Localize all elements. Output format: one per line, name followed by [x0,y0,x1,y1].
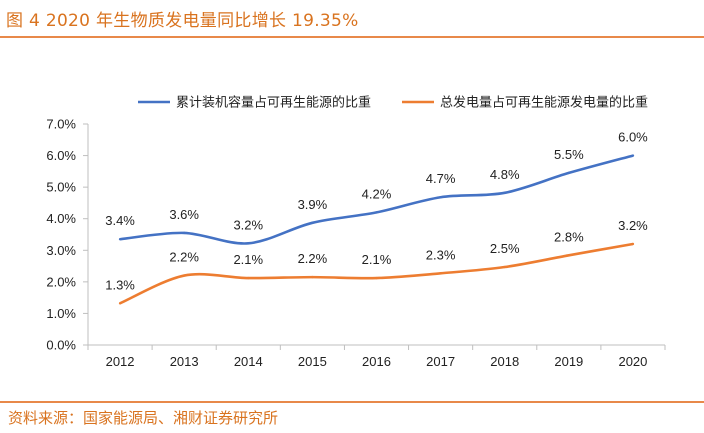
data-label: 2.3% [426,247,456,262]
y-tick-label: 1.0% [46,306,76,321]
data-label: 2.1% [362,252,392,267]
data-point [439,196,442,199]
figure-title: 图 4 2020 年生物质发电量同比增长 19.35% [6,11,359,31]
data-label: 3.9% [298,197,328,212]
y-axis: 0.0% 1.0% 2.0% 3.0% 4.0% 5.0% 6.0% 7.0% [46,117,89,353]
data-point [375,211,378,214]
y-tick-label: 6.0% [46,148,76,163]
x-tick-label: 2012 [106,354,135,369]
data-point [182,274,186,277]
data-point [503,265,506,269]
legend: 累计装机容量占可再生能源的比重 总发电量占可再生能源发电量的比重 [138,95,648,110]
data-point [247,242,250,245]
title-divider [0,36,704,38]
data-label: 2.2% [169,250,199,265]
legend-label-2: 总发电量占可再生能源发电量的比重 [440,95,648,110]
data-label: 2.8% [554,229,584,244]
data-point [311,275,314,279]
x-tick-label: 2016 [362,354,391,369]
data-label: 1.3% [105,277,135,292]
data-point [503,191,506,195]
data-label: 2.1% [233,252,263,267]
x-tick-label: 2019 [554,354,583,369]
y-tick-label: 7.0% [46,117,76,132]
data-label: 2.5% [490,241,520,256]
x-tick-label: 2017 [426,354,455,369]
y-tick-label: 0.0% [46,338,76,353]
y-tick-label: 2.0% [46,274,76,289]
source-note: 资料来源：国家能源局、湘财证券研究所 [8,409,279,427]
data-point [631,154,635,157]
x-tick-label: 2020 [618,354,647,369]
data-point [182,231,186,235]
data-label: 5.5% [554,147,584,162]
data-point [118,302,122,305]
data-label: 2.2% [298,251,328,266]
data-label: 4.8% [490,167,520,182]
data-label: 3.6% [169,207,199,222]
data-label: 3.4% [105,213,135,228]
source-divider [0,401,704,403]
data-label: 3.2% [618,218,648,233]
y-tick-label: 4.0% [46,211,76,226]
data-point [247,276,250,280]
data-point [375,276,378,280]
data-label: 3.2% [233,217,263,232]
data-point [567,171,571,175]
legend-label-1: 累计装机容量占可再生能源的比重 [176,95,371,110]
data-point [311,221,314,225]
data-label: 6.0% [618,130,648,145]
data-point [567,254,571,257]
x-axis: 2012 2013 2014 2015 2016 2017 2018 2019 2020 [87,344,666,369]
plot-area: 3.4% 3.6% 3.2% 3.9% 4.2% 4.7% 4.8% 5.5% 6.0% 1.3%… [105,130,648,305]
data-point [631,242,635,246]
data-label: 4.2% [362,186,392,201]
data-point [118,238,122,241]
x-tick-label: 2014 [234,354,263,369]
y-tick-label: 5.0% [46,180,76,195]
x-tick-label: 2013 [170,354,199,369]
data-label: 4.7% [426,171,456,186]
x-tick-label: 2018 [490,354,519,369]
x-tick-label: 2015 [298,354,327,369]
y-tick-label: 3.0% [46,243,76,258]
data-point [439,272,442,275]
